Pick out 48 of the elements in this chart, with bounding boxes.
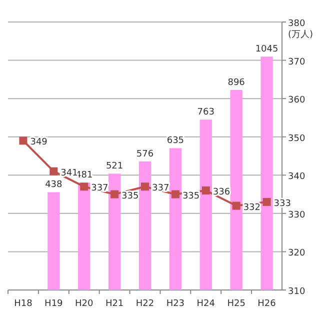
x-tick-label: H21 xyxy=(105,299,124,309)
point xyxy=(110,190,119,198)
point xyxy=(80,182,88,191)
point xyxy=(171,190,180,198)
data-label: 438 xyxy=(45,180,63,190)
point xyxy=(50,167,58,176)
bar xyxy=(200,120,212,290)
x-tick-label: H22 xyxy=(136,299,154,309)
x-tick-label: H24 xyxy=(196,299,216,309)
x-tick-label: H20 xyxy=(74,299,94,309)
y2-tick-label: 380 xyxy=(288,19,306,29)
data-label: 576 xyxy=(136,149,154,160)
y2-axis-title: (万人) xyxy=(288,29,314,40)
bar xyxy=(169,148,182,290)
data-label: 521 xyxy=(106,162,124,172)
point xyxy=(262,198,271,206)
data-label: 335 xyxy=(122,191,139,202)
y2-tick-label: 330 xyxy=(288,210,306,220)
x-tick-label: H26 xyxy=(258,299,276,309)
data-label: 635 xyxy=(166,136,184,146)
bar xyxy=(230,90,242,290)
data-label: 1045 xyxy=(255,44,278,55)
y2-tick-label: 350 xyxy=(288,134,306,144)
bar xyxy=(108,174,121,290)
point xyxy=(141,182,149,191)
point xyxy=(19,136,28,145)
y2-tick-label: 360 xyxy=(288,96,306,106)
point xyxy=(202,186,210,194)
y2-tick-label: 370 xyxy=(288,57,306,68)
data-label: 335 xyxy=(182,191,200,202)
data-label: 763 xyxy=(197,108,214,118)
y2-tick-label: 320 xyxy=(288,248,306,259)
bar xyxy=(138,161,152,290)
point xyxy=(232,202,240,210)
bar xyxy=(78,182,90,290)
data-label: 341 xyxy=(60,168,78,178)
y2-tick-label: 310 xyxy=(288,287,306,297)
bar xyxy=(48,192,60,290)
bar xyxy=(260,56,273,290)
x-tick-label: H18 xyxy=(14,299,33,309)
y2-tick-label: 340 xyxy=(288,172,306,182)
data-label: 349 xyxy=(30,138,48,148)
data-label: 332 xyxy=(243,202,261,213)
x-tick-label: H19 xyxy=(44,299,64,309)
data-label: 336 xyxy=(212,187,230,198)
x-tick-label: H25 xyxy=(227,299,246,309)
data-label: 896 xyxy=(228,78,246,88)
x-tick-label: H23 xyxy=(166,299,185,309)
